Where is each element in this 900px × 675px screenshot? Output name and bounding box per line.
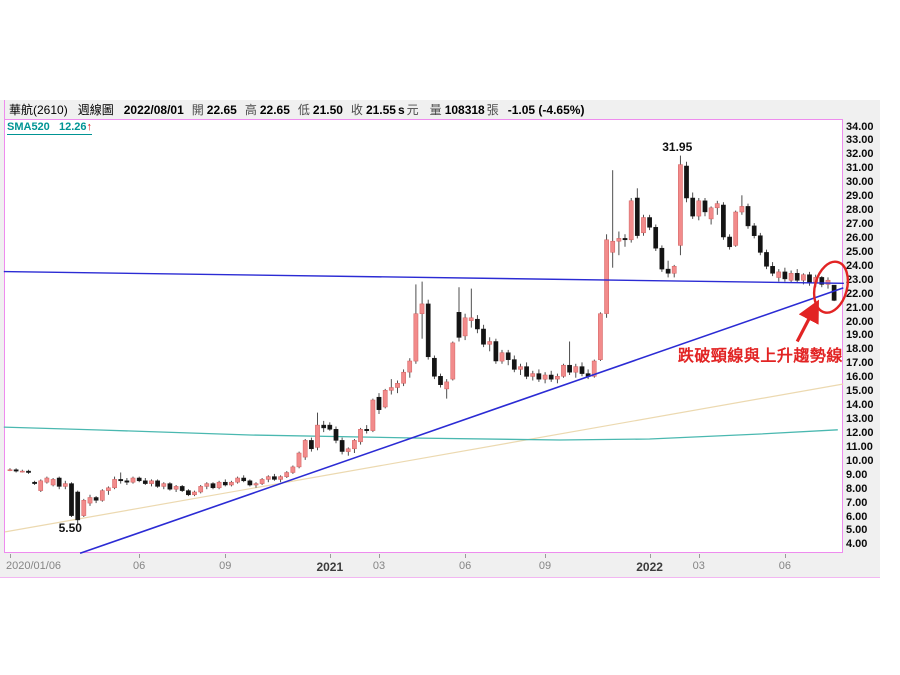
sma520-value: 12.26 <box>58 121 87 133</box>
x-axis-label: 09 <box>538 560 552 572</box>
up-arrow-icon: ↑ <box>86 121 93 133</box>
sma520-legend[interactable]: SMA520 12.26↑ <box>7 121 93 135</box>
y-axis-label: 21.00 <box>846 301 874 314</box>
y-axis-label: 10.00 <box>846 454 874 467</box>
y-axis-label: 15.00 <box>846 385 874 398</box>
x-axis-tick <box>379 554 380 558</box>
y-axis-label: 8.00 <box>846 482 868 495</box>
x-axis-label: 06 <box>778 560 792 572</box>
y-axis-label: 31.00 <box>846 162 874 175</box>
x-axis-tick <box>545 554 547 558</box>
y-axis-label: 20.00 <box>846 315 874 328</box>
x-axis-label: 03 <box>692 560 705 572</box>
x-axis-label: 2022 <box>636 560 663 574</box>
y-axis-label: 19.00 <box>846 329 874 342</box>
y-axis-label: 30.00 <box>846 176 874 189</box>
y-axis-label: 25.00 <box>846 245 874 258</box>
stock-name: 華航(2610) <box>9 103 68 117</box>
x-axis-tick <box>225 554 227 558</box>
y-axis-label: 24.00 <box>846 259 874 272</box>
y-axis-label: 18.00 <box>846 343 874 356</box>
x-axis-label: 06 <box>458 560 472 572</box>
y-axis-label: 34.00 <box>846 120 874 133</box>
y-axis-label: 11.00 <box>846 440 873 453</box>
x-axis-label: 09 <box>219 560 232 572</box>
x-axis-tick <box>784 554 786 558</box>
y-axis-label: 32.00 <box>846 148 874 161</box>
open-label: 開 <box>191 103 204 117</box>
high-label: 高 <box>244 103 257 117</box>
plot-area[interactable] <box>4 119 843 553</box>
chart-period-label: 週線圖 <box>77 103 114 117</box>
x-axis-tick <box>465 554 467 558</box>
volume-value: 108318 <box>444 102 485 117</box>
change-value: -1.05 (-4.65%) <box>507 102 585 117</box>
y-axis-label: 13.00 <box>846 413 874 426</box>
y-axis-label: 4.00 <box>846 538 868 551</box>
x-axis-label: 06 <box>133 560 146 572</box>
x-axis-tick <box>10 554 11 558</box>
currency-unit-label: 元 <box>406 103 419 117</box>
y-axis-label: 7.00 <box>846 496 868 509</box>
y-axis-label: 6.00 <box>846 510 868 523</box>
y-axis-label: 23.00 <box>846 273 874 286</box>
x-axis-tick <box>329 554 331 558</box>
y-axis-label: 26.00 <box>846 231 874 244</box>
x-axis-tick <box>698 554 700 558</box>
x-axis-label: 2021 <box>316 560 344 574</box>
y-axis-label: 22.00 <box>846 287 874 300</box>
y-axis-label: 27.00 <box>846 218 874 230</box>
frame-bottom-border <box>0 577 880 578</box>
y-axis-label: 9.00 <box>846 468 868 481</box>
y-axis-label: 29.00 <box>846 190 874 203</box>
low-label: 低 <box>297 103 310 117</box>
low-value: 21.50 <box>312 102 343 117</box>
y-axis-label: 28.00 <box>846 204 874 217</box>
breakdown-annotation-text: 跌破頸線與上升趨勢線 <box>677 348 843 366</box>
sma520-name: SMA520 <box>7 121 50 133</box>
volume-unit-label: 張 <box>486 103 499 117</box>
open-value: 22.65 <box>206 102 237 117</box>
high-value: 22.65 <box>259 102 290 117</box>
y-axis-label: 5.00 <box>846 524 868 537</box>
quote-date: 2022/08/01 <box>123 102 184 117</box>
close-value: 21.55 <box>365 102 396 117</box>
peak-price-label: 31.95 <box>662 139 693 154</box>
frame-border-stub <box>4 100 5 119</box>
volume-label: 量 <box>429 103 442 117</box>
close-label: 收 <box>350 103 363 117</box>
x-axis-tick <box>139 554 141 558</box>
y-axis-label: 17.00 <box>846 357 874 370</box>
close-flag: s <box>397 102 405 117</box>
x-axis-tick <box>649 554 651 558</box>
y-axis-label: 12.00 <box>846 426 874 439</box>
quote-header: 華航(2610) 週線圖 2022/08/01 開 22.65 高 22.65 … <box>0 100 880 119</box>
y-axis-label: 14.00 <box>846 399 874 412</box>
x-axis-label: 2020/01/06 <box>6 560 62 572</box>
low-price-label: 5.50 <box>58 521 82 536</box>
y-axis-label: 33.00 <box>846 134 874 147</box>
y-axis-label: 16.00 <box>846 371 874 384</box>
x-axis-label: 03 <box>372 560 386 572</box>
